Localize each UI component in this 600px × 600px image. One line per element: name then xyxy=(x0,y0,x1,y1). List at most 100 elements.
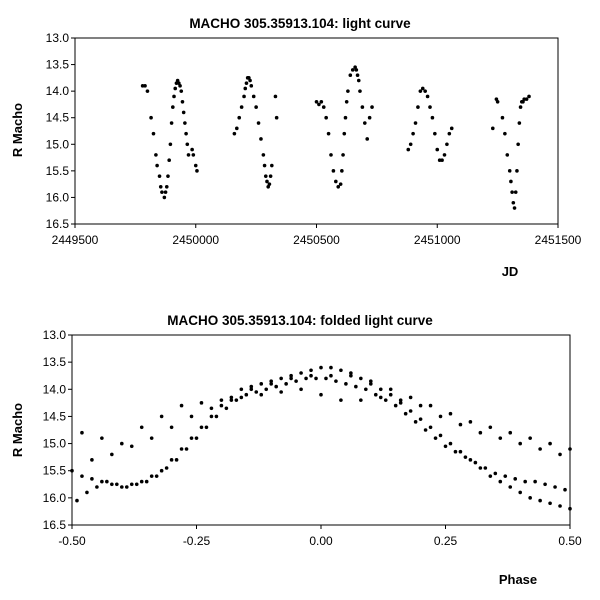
data-point xyxy=(159,468,164,473)
chart-title: MACHO 305.35913.104: light curve xyxy=(189,16,411,31)
data-point xyxy=(478,430,483,435)
data-point xyxy=(178,84,182,88)
data-point xyxy=(433,131,437,136)
data-point xyxy=(398,401,403,405)
y-tick-label: 15.0 xyxy=(46,137,70,151)
data-point xyxy=(458,449,463,454)
data-point xyxy=(423,428,428,432)
data-point xyxy=(169,425,174,430)
data-point xyxy=(249,384,254,389)
data-point xyxy=(334,179,338,184)
data-point xyxy=(348,73,353,77)
data-point xyxy=(408,395,413,400)
y-ticks: 13.0 13.5 14.0 14.5 15.0 15.5 16.0 16.5 xyxy=(43,328,72,532)
data-point xyxy=(440,158,444,163)
data-point xyxy=(528,436,532,440)
data-point xyxy=(518,441,522,446)
data-point xyxy=(508,430,513,435)
data-point xyxy=(180,99,185,104)
data-point xyxy=(149,474,154,478)
data-point xyxy=(239,395,244,400)
data-point xyxy=(420,86,425,91)
data-point xyxy=(498,436,503,440)
data-point xyxy=(510,190,514,194)
data-point xyxy=(199,401,204,405)
data-point xyxy=(430,115,435,120)
data-point xyxy=(209,406,214,411)
data-point xyxy=(304,376,308,381)
data-point xyxy=(498,479,503,484)
x-tick-label: 2449500 xyxy=(52,233,99,247)
data-point xyxy=(263,174,268,178)
x-axis-label: JD xyxy=(502,264,519,279)
data-point xyxy=(309,373,313,378)
data-point xyxy=(448,441,453,446)
data-point xyxy=(517,121,522,125)
data-point xyxy=(319,365,323,370)
data-point xyxy=(543,482,547,487)
data-point xyxy=(468,420,473,424)
data-point xyxy=(321,105,326,109)
data-point xyxy=(478,466,483,470)
data-point xyxy=(350,68,355,72)
data-point xyxy=(329,153,333,157)
data-point xyxy=(256,121,261,125)
data-point xyxy=(373,392,378,397)
x-tick-label: 2451500 xyxy=(535,233,582,247)
data-point xyxy=(342,131,347,136)
data-point xyxy=(249,387,254,392)
data-point xyxy=(388,392,393,397)
data-point xyxy=(110,452,114,457)
data-point xyxy=(232,131,237,136)
data-point xyxy=(538,498,542,503)
data-point xyxy=(388,387,393,392)
data-point xyxy=(503,474,508,478)
data-point xyxy=(289,373,293,378)
data-point xyxy=(483,466,488,470)
data-point xyxy=(174,458,179,462)
data-point xyxy=(340,169,344,173)
x-tick-label: -0.25 xyxy=(183,534,211,548)
data-point xyxy=(513,477,518,481)
data-point xyxy=(507,169,512,173)
data-point xyxy=(317,102,321,107)
data-point xyxy=(171,105,175,109)
data-point xyxy=(449,126,454,131)
data-point xyxy=(448,411,453,416)
data-point xyxy=(365,137,370,141)
data-point xyxy=(343,115,348,120)
data-point xyxy=(209,414,214,419)
data-point xyxy=(463,455,468,459)
data-point xyxy=(423,89,427,93)
data-point xyxy=(428,403,433,408)
data-point xyxy=(447,131,452,136)
x-ticks: 2449500 2450000 2450500 2451000 2451500 xyxy=(52,224,582,247)
data-point xyxy=(163,190,168,194)
data-point xyxy=(259,392,264,397)
data-point xyxy=(339,368,343,373)
data-point xyxy=(259,137,263,141)
data-point xyxy=(495,99,500,104)
data-point xyxy=(408,409,413,413)
data-point xyxy=(184,131,188,136)
data-point xyxy=(139,479,144,484)
data-point xyxy=(314,99,319,104)
data-point xyxy=(124,485,129,489)
folded-light-curve-chart: MACHO 305.35913.104: folded light curve … xyxy=(10,313,582,587)
data-point xyxy=(234,398,239,402)
data-point xyxy=(518,490,522,495)
y-tick-label: 14.0 xyxy=(43,382,67,396)
data-point xyxy=(334,379,338,383)
data-point xyxy=(523,479,527,484)
data-point xyxy=(331,169,336,173)
y-tick-label: 14.5 xyxy=(46,111,70,125)
data-point xyxy=(219,398,224,402)
data-point xyxy=(324,115,328,120)
data-point xyxy=(166,174,170,178)
data-point xyxy=(403,411,408,416)
data-point xyxy=(204,425,209,430)
data-point xyxy=(488,474,493,478)
y-tick-label: 16.0 xyxy=(43,491,67,505)
data-point xyxy=(189,436,194,440)
